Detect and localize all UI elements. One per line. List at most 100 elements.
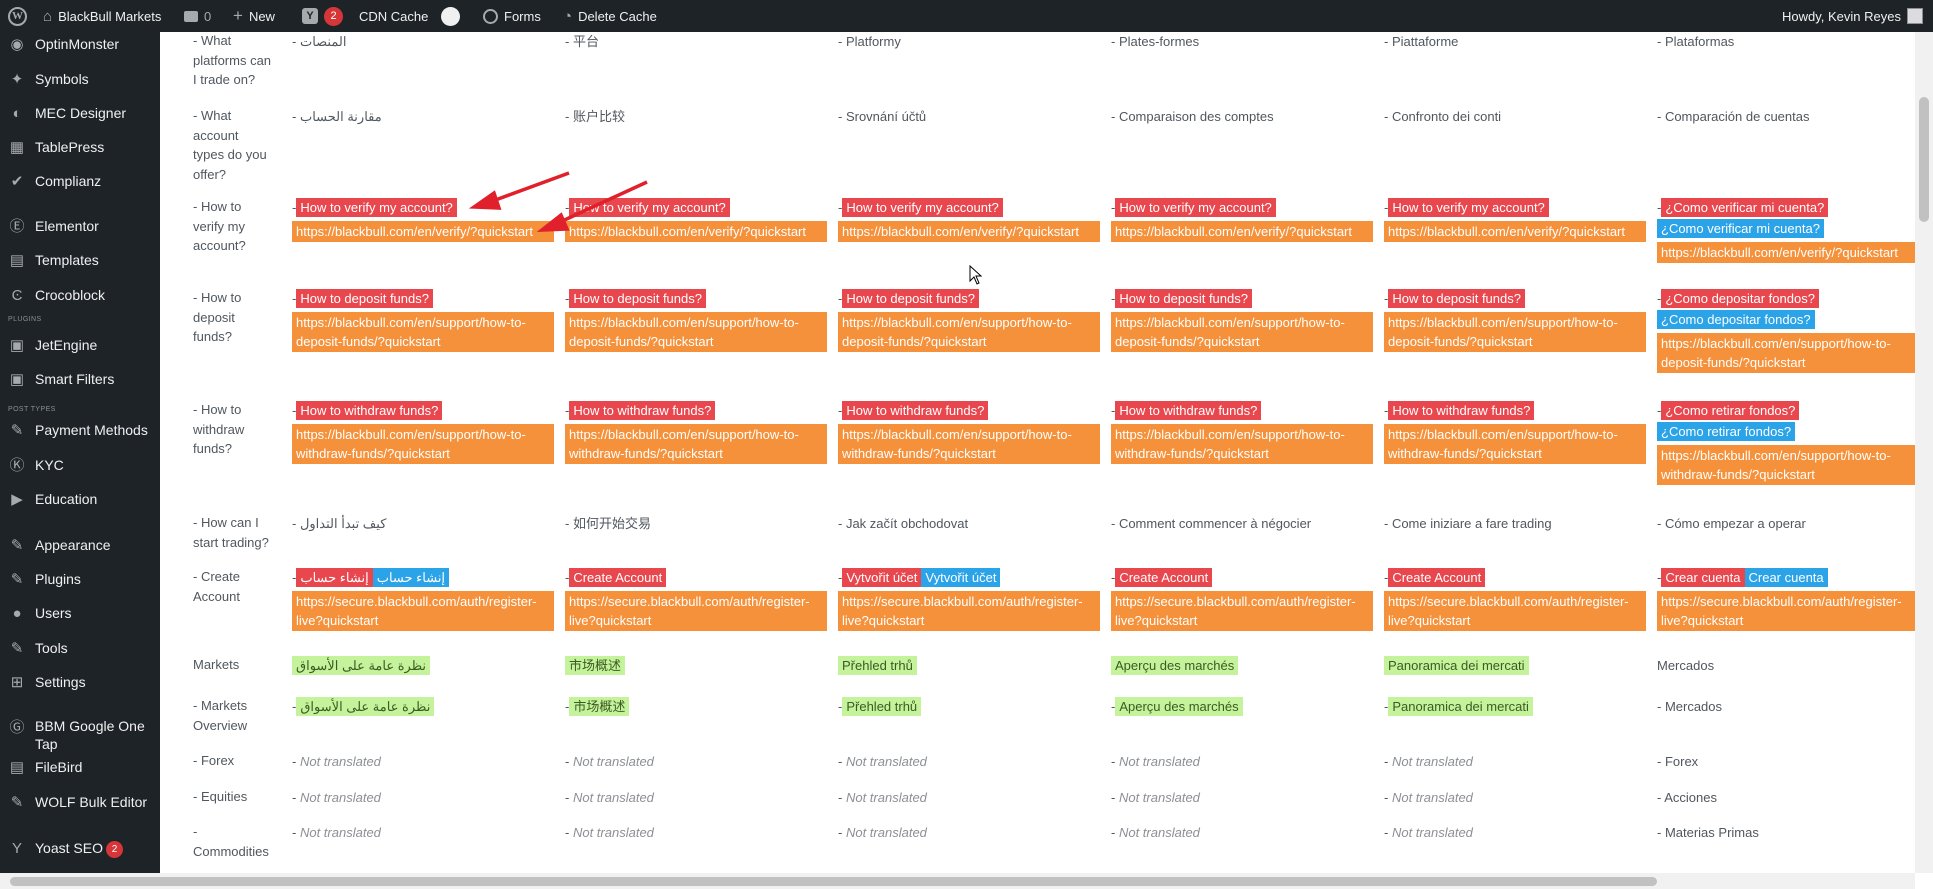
language-link-highlight[interactable]: How to verify my account? [296,198,457,217]
url-highlight[interactable]: https://blackbull.com/en/verify/?quickst… [1384,221,1646,242]
sidebar-item-symbols[interactable]: ✦ Symbols [0,70,160,90]
language-link-highlight[interactable]: Create Account [1388,568,1486,587]
menu-item-highlight[interactable]: 市场概述 [565,656,626,675]
language-link-highlight[interactable]: How to withdraw funds? [569,401,716,420]
url-highlight[interactable]: https://secure.blackbull.com/auth/regist… [565,591,827,631]
sidebar-item-jetengine[interactable]: ▣ JetEngine [0,336,160,356]
menu-item-highlight[interactable]: Aperçu des marchés [1115,697,1243,716]
url-highlight[interactable]: https://blackbull.com/en/support/how-to-… [1657,333,1915,373]
sidebar-item-filebird[interactable]: ▤ FileBird [0,758,160,778]
url-highlight[interactable]: https://secure.blackbull.com/auth/regist… [838,591,1100,631]
sidebar-item-appearance[interactable]: ✎ Appearance [0,536,160,556]
url-highlight[interactable]: https://blackbull.com/en/verify/?quickst… [565,221,827,242]
sidebar-item-templates[interactable]: ▤ Templates [0,251,160,271]
url-highlight[interactable]: https://secure.blackbull.com/auth/regist… [292,591,554,631]
sidebar-item-settings[interactable]: ⊞ Settings [0,673,160,693]
language-link-highlight[interactable]: How to verify my account? [842,198,1003,217]
language-link-highlight[interactable]: ¿Como verificar mi cuenta? [1661,198,1829,217]
sidebar-item-plugins[interactable]: ✎ Plugins [0,570,160,590]
url-highlight[interactable]: https://blackbull.com/en/verify/?quickst… [1111,221,1373,242]
menu-item-highlight[interactable]: نظرة عامة على الأسواق [296,697,435,716]
language-link-highlight[interactable]: ¿Como depositar fondos? [1661,289,1819,308]
horizontal-scroll-thumb[interactable] [10,877,1657,886]
url-highlight[interactable]: https://blackbull.com/en/verify/?quickst… [838,221,1100,242]
sidebar-item-optinmonster[interactable]: ◉ OptinMonster [0,35,160,55]
sidebar-item-kyc[interactable]: Ⓚ KYC [0,456,160,476]
delete-cache-button[interactable]: ◔ Delete Cache [563,0,657,32]
language-link-highlight[interactable]: How to deposit funds? [296,289,433,308]
url-highlight[interactable]: https://blackbull.com/en/support/how-to-… [1657,445,1915,485]
menu-item-highlight[interactable]: 市场概述 [569,697,630,716]
site-name-link[interactable]: ⌂ BlackBull Markets [43,0,161,32]
url-highlight[interactable]: https://secure.blackbull.com/auth/regist… [1657,591,1915,631]
language-link-highlight[interactable]: How to deposit funds? [842,289,979,308]
url-highlight[interactable]: https://blackbull.com/en/support/how-to-… [1384,424,1646,464]
language-link-highlight[interactable]: How to withdraw funds? [296,401,443,420]
language-link-highlight[interactable]: How to withdraw funds? [842,401,989,420]
url-highlight[interactable]: https://blackbull.com/en/support/how-to-… [565,312,827,352]
sidebar-item-users[interactable]: ● Users [0,604,160,624]
language-link-highlight[interactable]: Crear cuenta [1661,568,1745,587]
sidebar-item-elementor[interactable]: Ⓔ Elementor [0,217,160,237]
language-link-highlight[interactable]: Create Account [1115,568,1213,587]
url-highlight[interactable]: https://blackbull.com/en/support/how-to-… [1384,312,1646,352]
url-highlight[interactable]: https://blackbull.com/en/support/how-to-… [838,312,1100,352]
alt-text-highlight[interactable]: Vytvořit účet [921,568,1001,587]
sidebar-item-payment-methods[interactable]: ✎ Payment Methods [0,421,160,441]
url-highlight[interactable]: https://blackbull.com/en/support/how-to-… [292,424,554,464]
url-highlight[interactable]: https://blackbull.com/en/support/how-to-… [838,424,1100,464]
alt-text-highlight[interactable]: Crear cuenta [1744,568,1828,587]
menu-item-highlight[interactable]: Panoramica dei mercati [1388,697,1533,716]
alt-text-highlight[interactable]: إنشاء حساب [372,568,450,587]
url-highlight[interactable]: https://blackbull.com/en/verify/?quickst… [292,221,554,242]
url-highlight[interactable]: https://blackbull.com/en/verify/?quickst… [1657,242,1915,263]
sidebar-item-education[interactable]: ▶ Education [0,490,160,510]
menu-item-highlight[interactable]: Aperçu des marchés [1111,656,1239,675]
wordpress-logo-button[interactable]: W [8,0,27,32]
language-link-highlight[interactable]: How to deposit funds? [1115,289,1252,308]
menu-item-highlight[interactable]: Přehled trhů [838,656,917,675]
alt-text-highlight[interactable]: ¿Como retirar fondos? [1657,422,1796,441]
alt-text-highlight[interactable]: ¿Como depositar fondos? [1657,310,1815,329]
sidebar-item-yoast-seo[interactable]: Y Yoast SEO 2 [0,839,160,859]
vertical-scroll-thumb[interactable] [1919,97,1929,222]
url-highlight[interactable]: https://secure.blackbull.com/auth/regist… [1384,591,1646,631]
menu-item-highlight[interactable]: Panoramica dei mercati [1384,656,1529,675]
menu-item-highlight[interactable]: نظرة عامة على الأسواق [292,656,430,675]
sidebar-item-mec-designer[interactable]: ◐ MEC Designer [0,104,160,124]
my-account-menu[interactable]: Howdy, Kevin Reyes [1782,0,1923,32]
language-link-highlight[interactable]: How to deposit funds? [1388,289,1525,308]
language-link-highlight[interactable]: Vytvořit účet [842,568,922,587]
sidebar-item-wolf-bulk-editor[interactable]: ✎ WOLF Bulk Editor [0,793,160,813]
url-highlight[interactable]: https://blackbull.com/en/support/how-to-… [292,312,554,352]
forms-button[interactable]: Forms [483,0,541,32]
language-link-highlight[interactable]: Create Account [569,568,667,587]
language-link-highlight[interactable]: How to verify my account? [1115,198,1276,217]
comments-link[interactable]: 0 [184,0,211,32]
sidebar-item-crocoblock[interactable]: Ͼ Crocoblock [0,286,160,306]
new-content-button[interactable]: + New [233,0,275,32]
cdn-cache-button[interactable]: CDN Cache [359,0,428,32]
language-link-highlight[interactable]: How to deposit funds? [569,289,706,308]
language-link-highlight[interactable]: How to withdraw funds? [1115,401,1262,420]
alt-text-highlight[interactable]: ¿Como verificar mi cuenta? [1657,219,1824,238]
url-highlight[interactable]: https://secure.blackbull.com/auth/regist… [1111,591,1373,631]
url-highlight[interactable]: https://blackbull.com/en/support/how-to-… [1111,312,1373,352]
sidebar-item-complianz[interactable]: ✔ Complianz [0,172,160,192]
url-highlight[interactable]: https://blackbull.com/en/support/how-to-… [1111,424,1373,464]
qode-button[interactable] [441,0,460,32]
language-link-highlight[interactable]: How to verify my account? [1388,198,1549,217]
vertical-scrollbar[interactable] [1915,32,1933,873]
sidebar-item-tools[interactable]: ✎ Tools [0,639,160,659]
language-link-highlight[interactable]: ¿Como retirar fondos? [1661,401,1800,420]
horizontal-scrollbar[interactable] [0,873,1915,889]
language-link-highlight[interactable]: إنشاء حساب [296,568,373,587]
sidebar-item-tablepress[interactable]: ▦ TablePress [0,138,160,158]
url-highlight[interactable]: https://blackbull.com/en/support/how-to-… [565,424,827,464]
language-link-highlight[interactable]: How to verify my account? [569,198,730,217]
sidebar-item-bbm-google-one-tap[interactable]: Ⓖ BBM Google One Tap [0,718,160,756]
language-link-highlight[interactable]: How to withdraw funds? [1388,401,1535,420]
sidebar-item-smart-filters[interactable]: ▣ Smart Filters [0,370,160,390]
menu-item-highlight[interactable]: Přehled trhů [842,697,922,716]
